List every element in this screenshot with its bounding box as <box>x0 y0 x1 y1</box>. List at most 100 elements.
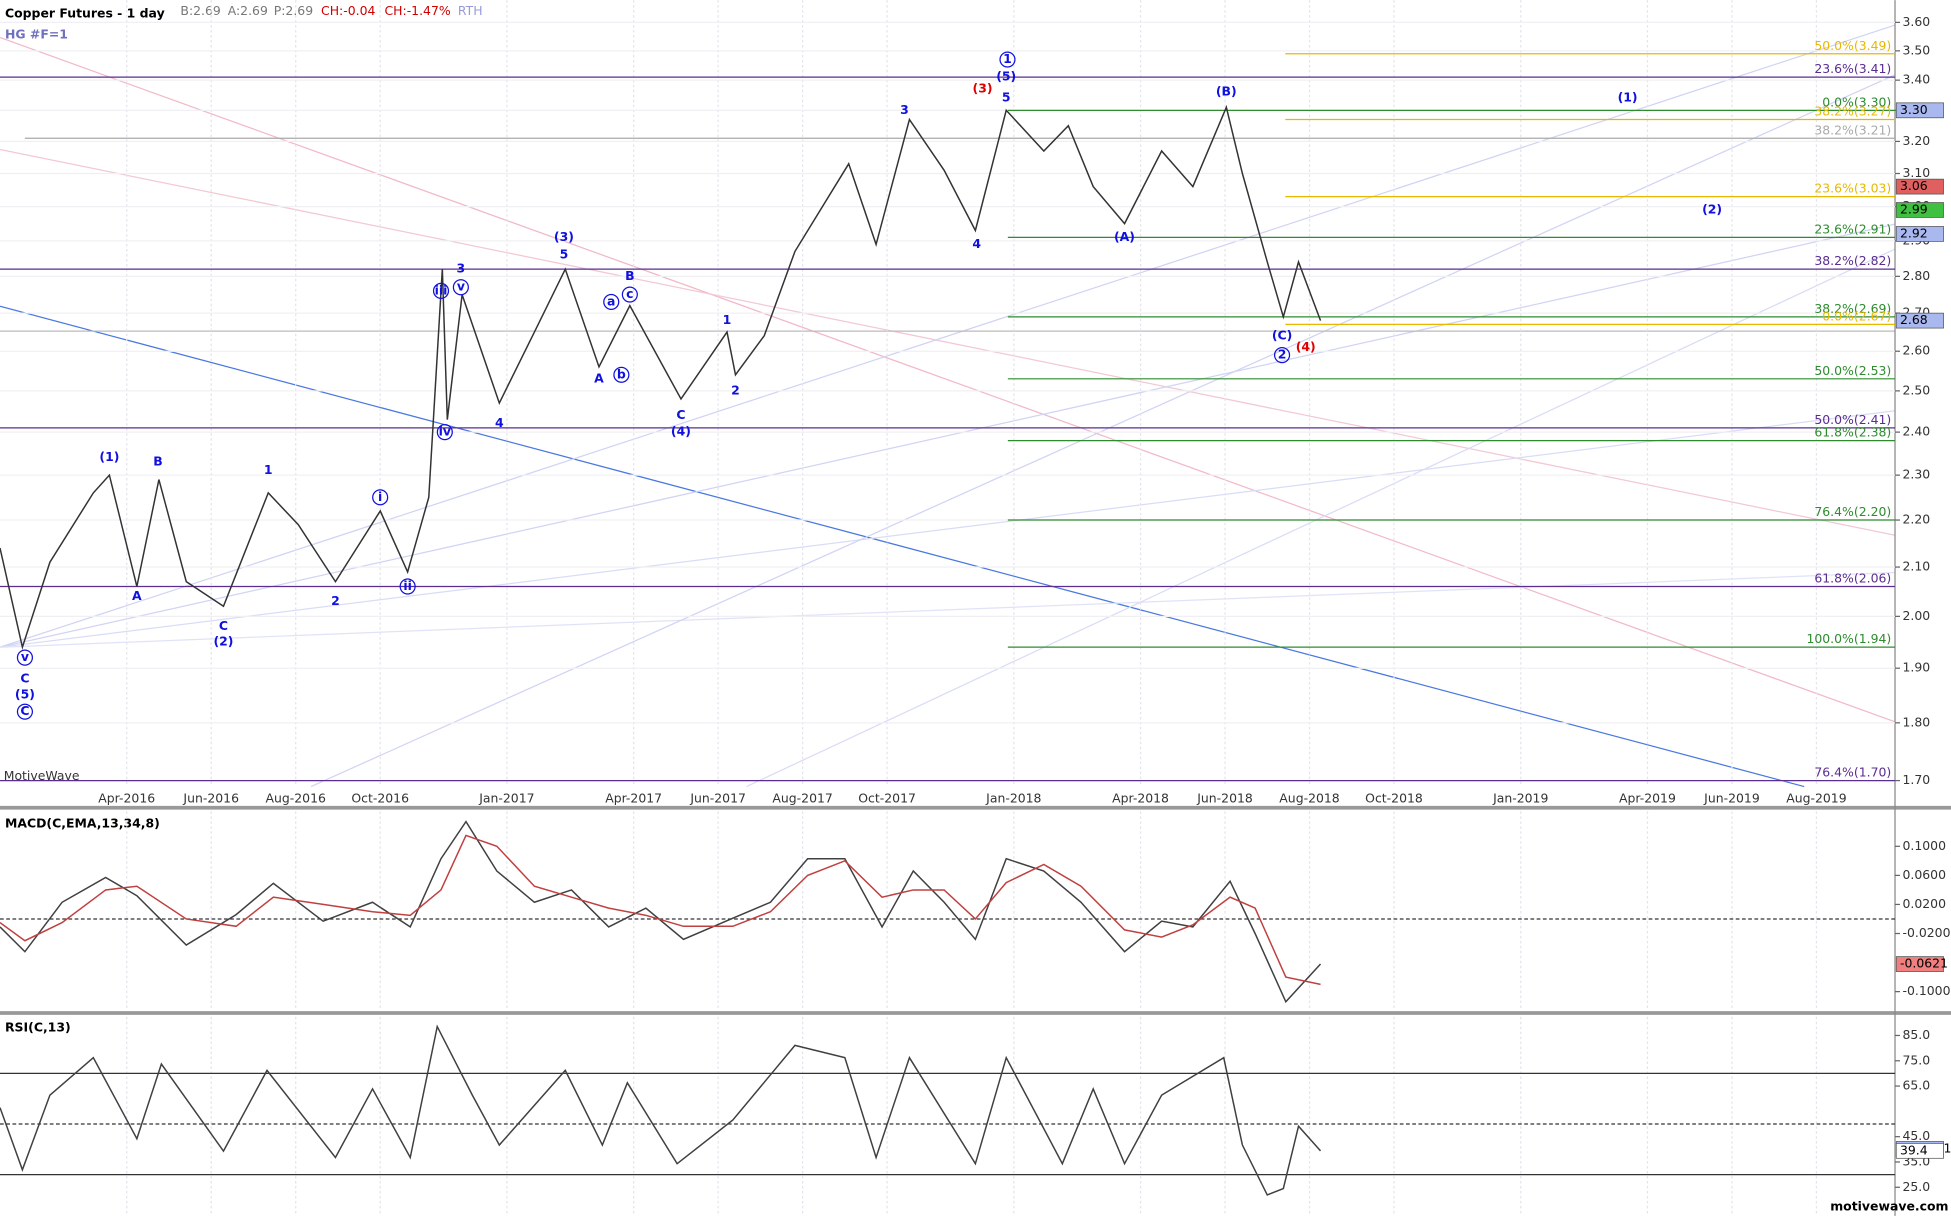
x-tick-label: Jun-2017 <box>689 790 746 805</box>
y-tick-label: 2.40 <box>1902 424 1930 439</box>
x-tick-label: Apr-2017 <box>605 790 662 805</box>
wave-label: (2) <box>213 633 233 648</box>
wave-label: (5) <box>996 69 1016 84</box>
wave-circle <box>436 424 453 441</box>
fib-label: 38.2%(3.21) <box>1814 122 1891 137</box>
x-tick-label: Apr-2016 <box>98 790 155 805</box>
price-badge <box>1895 102 1944 119</box>
y-tick-label: 2.30 <box>1902 467 1930 482</box>
wave-circle <box>16 703 34 720</box>
wave-label: (1) <box>1618 90 1638 105</box>
wave-label: iv <box>439 424 451 439</box>
fib-label: 38.2%(2.82) <box>1814 253 1891 268</box>
fib-label: 0.0%(3.30) <box>1822 94 1891 109</box>
wave-label: (4) <box>1296 339 1316 354</box>
x-tick-label: Apr-2019 <box>1619 790 1676 805</box>
y-tick-label: 2.20 <box>1902 512 1930 527</box>
fib-label: 76.4%(1.70) <box>1814 765 1891 780</box>
price-badge <box>1895 312 1944 329</box>
wave-label: C <box>20 703 29 718</box>
wave-label: 2 <box>731 382 740 397</box>
wave-label: v <box>21 649 29 664</box>
price-badge <box>1895 1142 1944 1159</box>
fib-label: 23.6%(3.41) <box>1814 61 1891 76</box>
x-tick-label: Jan-2019 <box>1492 790 1548 805</box>
quote: A:2.69 <box>228 3 268 18</box>
y-tick-label: 0.0200 <box>1902 896 1946 911</box>
wave-label: A <box>594 370 604 385</box>
y-tick-label: 2.60 <box>1902 343 1930 358</box>
wave-label: 5 <box>560 246 569 261</box>
y-tick-label: 3.20 <box>1902 133 1930 148</box>
wave-circle <box>613 366 630 383</box>
trend-line <box>0 148 1896 536</box>
wave-label: 4 <box>972 236 981 251</box>
wave-circle <box>432 282 450 299</box>
wave-label: (2) <box>1702 202 1722 217</box>
x-tick-label: Aug-2017 <box>772 790 832 805</box>
trend-lines <box>0 24 1896 788</box>
data-line <box>0 104 1322 651</box>
fib-label: 61.8%(2.38) <box>1814 425 1891 440</box>
price-badge <box>1895 956 1944 972</box>
wave-label: b <box>617 366 626 381</box>
wave-label: 1 <box>1003 51 1012 66</box>
trend-line <box>0 571 1896 648</box>
x-tick-label: Oct-2017 <box>858 790 916 805</box>
y-tick-label: 3.40 <box>1902 72 1930 87</box>
y-tick-label: -0.0200 <box>1902 925 1950 940</box>
quote: P:2.69 <box>274 3 313 18</box>
wave-circle <box>372 489 389 506</box>
y-tick-label: 2.00 <box>1902 608 1930 623</box>
wave-circle <box>399 578 416 595</box>
watermark: MotiveWave <box>4 768 80 783</box>
wave-label: (C) <box>1272 327 1293 342</box>
wave-label: 2 <box>1278 347 1287 362</box>
y-tick-label: 85.0 <box>1902 1027 1930 1042</box>
wave-label: 1 <box>264 462 273 477</box>
price-badge-label: 2.92 <box>1900 225 1928 240</box>
trend-line <box>0 24 1896 648</box>
wave-label: i <box>378 489 382 504</box>
wave-label: B <box>625 268 634 283</box>
wave-label: iii <box>435 282 448 297</box>
wave-label: 1 <box>723 312 732 327</box>
y-tick-label: 45.0 <box>1902 1128 1930 1143</box>
fib-label: 38.2%(3.27) <box>1814 104 1891 119</box>
wave-label: c <box>626 286 633 301</box>
quote: CH:-1.47% <box>384 3 450 18</box>
wave-label: 3 <box>457 261 466 276</box>
quote: B:2.69 <box>180 3 221 18</box>
wave-label: C <box>20 670 29 685</box>
x-tick-label: Jun-2019 <box>1703 790 1760 805</box>
data-line <box>0 820 1322 1004</box>
chart-title: Copper Futures - 1 day <box>5 5 165 20</box>
x-tick-label: Jun-2016 <box>182 790 239 805</box>
data-line <box>0 1024 1322 1196</box>
y-tick-label: -0.1000 <box>1902 983 1950 998</box>
wave-label: C <box>219 618 228 633</box>
wave-label: (A) <box>1114 229 1135 244</box>
trend-line <box>0 223 1896 648</box>
wave-label: B <box>153 454 162 469</box>
x-tick-label: Aug-2016 <box>265 790 326 805</box>
fib-label: 50.0%(2.53) <box>1814 363 1891 378</box>
y-tick-label: 65.0 <box>1902 1078 1930 1093</box>
y-tick-label: 1.90 <box>1902 660 1930 675</box>
fib-label: 61.8%(2.06) <box>1814 571 1891 586</box>
wave-circle <box>603 293 620 311</box>
wave-label: a <box>607 293 615 308</box>
y-tick-label: 1.70 <box>1902 772 1930 787</box>
y-tick-label: 3.10 <box>1902 165 1930 180</box>
wave-label: (1) <box>99 449 119 464</box>
panel-title: MACD(C,EMA,13,34,8) <box>5 815 160 830</box>
y-tick-label: 1.80 <box>1902 714 1930 729</box>
wave-label: 3 <box>900 102 909 117</box>
wave-label: C <box>676 407 685 422</box>
y-tick-label: 0.0600 <box>1902 867 1946 882</box>
price-badge-label: 2.68 <box>1900 312 1928 327</box>
price-badge-label: 3.30 <box>1900 102 1928 117</box>
x-tick-label: Jan-2017 <box>478 790 534 805</box>
